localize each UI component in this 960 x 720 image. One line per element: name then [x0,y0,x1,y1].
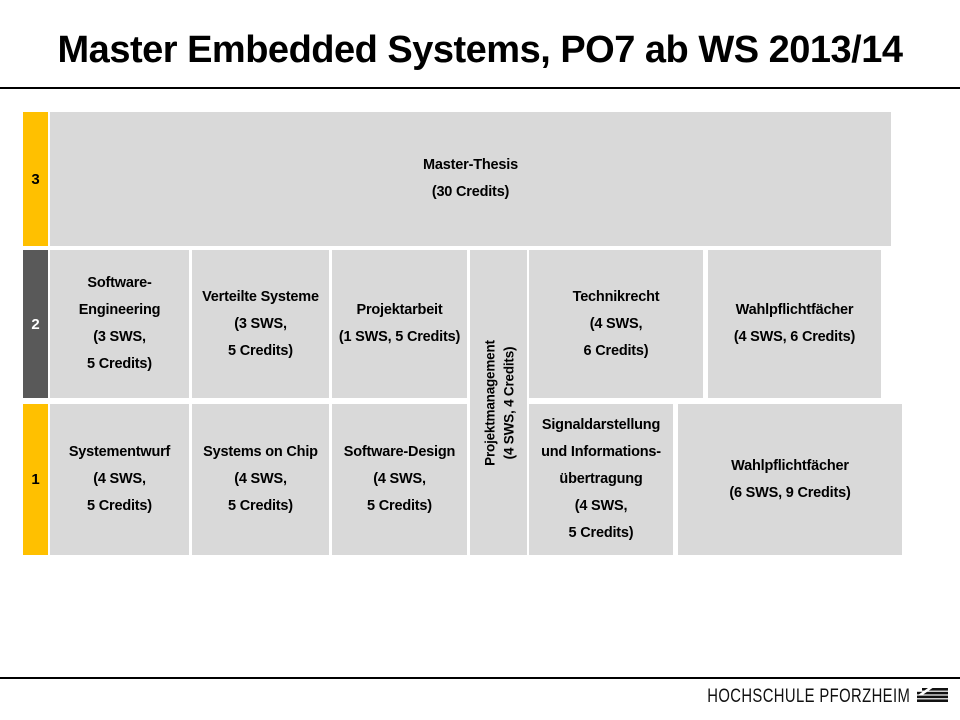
block-text-line: 5 Credits) [87,498,152,514]
semester-label-3: 3 [23,112,48,246]
block-text-line: (6 SWS, 9 Credits) [729,484,851,501]
footer-institution: HOCHSCHULE PFORZHEIM [707,686,910,707]
block-text-line: (1 SWS, 5 Credits) [338,329,461,345]
course-block-master-thesis: Master-Thesis (30 Credits) [50,112,891,246]
hochschule-pforzheim-logo-icon [917,688,948,702]
course-block-projektarbeit: Projektarbeit (1 SWS, 5 Credits) [332,250,467,398]
course-block-signaldarstellung: Signaldarstellung und Informations-übertr… [529,404,673,555]
block-text-line: Verteilte Systeme [202,288,319,305]
block-text-line: (4 SWS, 6 Credits) [733,329,856,345]
block-text-line: 5 Credits) [367,498,432,514]
block-text-line: 5 Credits) [228,498,293,514]
block-text-line: Wahlpflichtfächer [735,302,854,318]
block-text-line: 6 Credits) [583,342,649,359]
course-block-software-design: Software-Design (4 SWS, 5 Credits) [332,404,467,555]
block-text-line: und Informations- [541,444,661,460]
footer-divider [0,677,960,679]
block-text-line: Systems on Chip [203,444,318,460]
block-text-line: Engineering [78,302,161,318]
block-text-line: Projektmanagement [481,339,497,466]
block-text-line: Signaldarstellung [541,417,661,433]
page-title: Master Embedded Systems, PO7 ab WS 2013/… [57,29,903,71]
block-text-line: (30 Credits) [431,184,510,200]
block-text-line: Software- [87,275,152,291]
block-text-line: Systementwurf [68,444,171,460]
block-text-line: 5 Credits) [87,356,152,372]
block-text-line: (4 SWS, [373,471,426,487]
block-text-line: (3 SWS, [93,329,146,345]
block-text-line: 5 Credits) [568,525,634,541]
semester-label-1: 1 [23,404,48,555]
course-block-systementwurf: Systementwurf (4 SWS, 5 Credits) [50,404,189,555]
block-text-line: Software-Design [343,444,456,460]
course-block-verteilte-systeme: Verteilte Systeme (3 SWS, 5 Credits) [192,250,329,398]
block-text-line: Technikrecht [572,288,660,305]
block-text-line: übertragung [559,471,643,487]
block-text-line: 5 Credits) [228,342,293,359]
block-text-line: (4 SWS, 4 Credits) [500,346,516,459]
course-block-systems-on-chip: Systems on Chip (4 SWS, 5 Credits) [192,404,329,555]
vertical-text: Projektmanagement (4 SWS, 4 Credits) [470,250,527,555]
course-block-software-engineering: Software- Engineering (3 SWS, 5 Credits) [50,250,189,398]
block-text-line: Projektarbeit [356,302,443,318]
course-block-wahlpflichtfaecher-sem1: Wahlpflichtfächer (6 SWS, 9 Credits) [678,404,902,555]
course-block-technikrecht: Technikrecht (4 SWS, 6 Credits) [529,250,703,398]
block-text-line: Wahlpflichtfächer [731,457,849,474]
block-text-line: (4 SWS, [589,315,643,332]
title-divider [0,87,960,89]
course-block-projektmanagement: Projektmanagement (4 SWS, 4 Credits) [470,250,527,555]
block-text-line: Master-Thesis [423,157,518,173]
semester-label-2: 2 [23,250,48,398]
course-block-wahlpflichtfaecher-sem2: Wahlpflichtfächer (4 SWS, 6 Credits) [708,250,881,398]
logo-stripes [917,688,948,702]
block-text-line: (4 SWS, [234,471,287,487]
block-text-line: (4 SWS, [93,471,146,487]
block-text-line: (3 SWS, [234,315,287,332]
logo-diagonal-cut [918,688,933,695]
block-text-line: (4 SWS, [574,498,628,514]
